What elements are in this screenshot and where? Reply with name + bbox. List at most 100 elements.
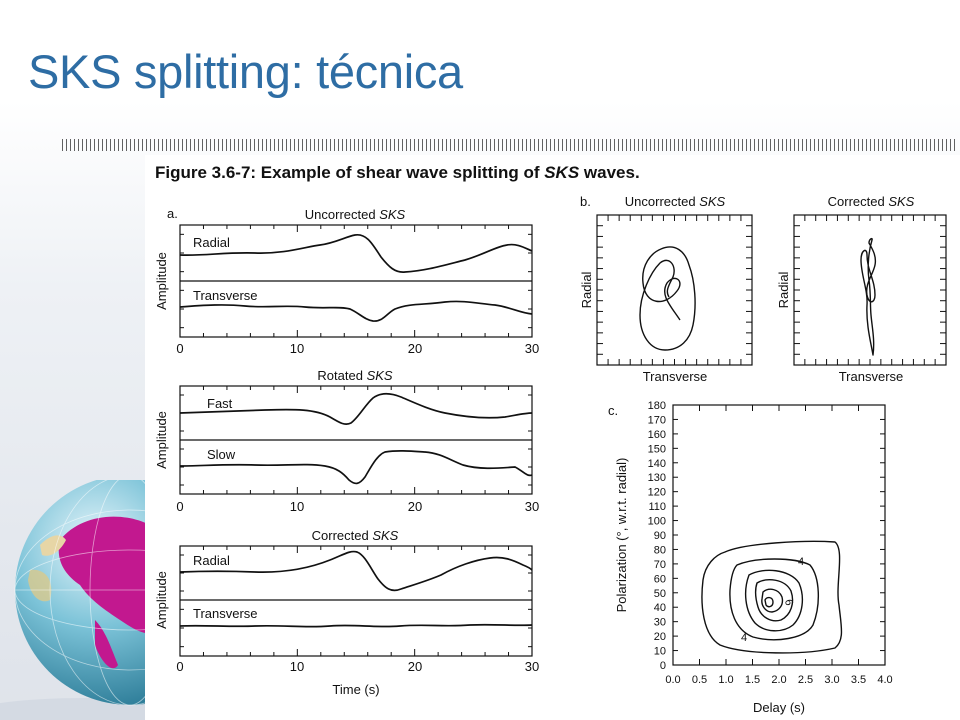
x-tick-label: 4.0 xyxy=(877,674,892,686)
time-axis-label: Time (s) xyxy=(332,682,379,697)
y-tick-label: 100 xyxy=(648,516,666,528)
globe-image xyxy=(0,480,170,720)
contour-label: 4 xyxy=(798,556,804,568)
amplitude-label-1: Amplitude xyxy=(154,252,169,310)
x-tick-label: 1.0 xyxy=(718,674,733,686)
y-tick-label: 120 xyxy=(648,487,666,499)
figure-panel: Figure 3.6-7: Example of shear wave spli… xyxy=(145,155,960,720)
x-tick-label: 1.5 xyxy=(745,674,760,686)
y-tick-label: 70 xyxy=(654,559,666,571)
x-tick-label: 30 xyxy=(525,341,539,356)
x-tick-label: 0.5 xyxy=(692,674,707,686)
slow-trace xyxy=(179,450,533,485)
x-tick-label: 3.0 xyxy=(824,674,839,686)
figure-caption-italic: SKS xyxy=(544,163,580,182)
uncorrected-plot xyxy=(179,224,533,338)
y-tick-label: 80 xyxy=(654,544,666,556)
particle-motion-uncorrected xyxy=(639,246,696,351)
panel-c-x-tick-labels: 0.0 0.5 1.0 1.5 2.0 2.5 3.0 3.5 4.0 xyxy=(665,674,892,686)
figure-caption-suffix: waves. xyxy=(579,163,640,182)
y-tick-label: 140 xyxy=(648,458,666,470)
y-tick-label: 160 xyxy=(648,429,666,441)
transverse-axis-label-b2: Transverse xyxy=(839,369,904,384)
amplitude-label-2: Amplitude xyxy=(154,411,169,469)
x-tick-label: 30 xyxy=(525,659,539,674)
x-tick-label: 3.5 xyxy=(851,674,866,686)
figure-caption: Figure 3.6-7: Example of shear wave spli… xyxy=(155,163,640,182)
corrected-title: Corrected SKS xyxy=(312,528,399,543)
radial-label-1: Radial xyxy=(193,235,230,250)
panel-b-label: b. xyxy=(580,194,591,209)
fast-trace xyxy=(179,392,533,426)
transverse-label-2: Transverse xyxy=(193,606,258,621)
x-tick-label: 10 xyxy=(290,659,304,674)
x-tick-label: 20 xyxy=(408,341,422,356)
y-tick-label: 60 xyxy=(654,573,666,585)
y-tick-label: 90 xyxy=(654,530,666,542)
x-tick-label: 0.0 xyxy=(665,674,680,686)
x-tick-label: 20 xyxy=(408,659,422,674)
panel-a-label: a. xyxy=(167,206,178,221)
figure-caption-prefix: Figure 3.6-7: Example of shear wave spli… xyxy=(155,163,544,182)
delay-axis-label: Delay (s) xyxy=(753,700,805,715)
rotated-plot xyxy=(179,385,533,495)
y-tick-label: 170 xyxy=(648,414,666,426)
amplitude-label-3: Amplitude xyxy=(154,571,169,629)
radial-axis-label-b1: Radial xyxy=(579,271,594,308)
transverse-label-1: Transverse xyxy=(193,288,258,303)
x-tick-label: 2.5 xyxy=(798,674,813,686)
panel-c-ticks xyxy=(672,404,886,666)
contour-label: 4 xyxy=(741,632,747,644)
panel-a-ticks xyxy=(179,225,533,656)
panel-c-label: c. xyxy=(608,403,618,418)
misfit-contours xyxy=(701,540,843,654)
delay-polarization-plot xyxy=(672,404,886,666)
x-tick-label: 0 xyxy=(176,659,183,674)
y-tick-label: 150 xyxy=(648,443,666,455)
x-tick-label: 10 xyxy=(290,499,304,514)
contour-5 xyxy=(761,588,784,613)
y-tick-label: 0 xyxy=(660,660,666,672)
uncorrected-title: Uncorrected SKS xyxy=(305,207,406,222)
y-tick-label: 50 xyxy=(654,588,666,600)
particle-motion-corrected-title: Corrected SKS xyxy=(828,194,915,209)
polarization-axis-label: Polarization (°, w.r.t. radial) xyxy=(614,458,629,613)
panel-c-y-tick-labels: 1801701601501401301201101009080706050403… xyxy=(648,400,666,672)
particle-motion-uncorrected-title: Uncorrected SKS xyxy=(625,194,726,209)
contour-3 xyxy=(744,569,804,632)
contour-4 xyxy=(754,579,794,622)
x-tick-label: 20 xyxy=(408,499,422,514)
transverse-trace-uncorrected xyxy=(179,300,533,322)
radial-trace-uncorrected xyxy=(179,234,533,273)
radial-trace-corrected xyxy=(179,550,533,592)
y-tick-label: 180 xyxy=(648,400,666,412)
contour-outer xyxy=(701,540,843,654)
x-tick-label: 0 xyxy=(176,499,183,514)
x-tick-label: 10 xyxy=(290,341,304,356)
y-tick-label: 20 xyxy=(654,631,666,643)
y-tick-label: 30 xyxy=(654,617,666,629)
y-tick-label: 40 xyxy=(654,602,666,614)
y-tick-label: 110 xyxy=(648,501,666,513)
panel-b-ticks xyxy=(597,215,946,365)
x-tick-label: 0 xyxy=(176,341,183,356)
slide-title: SKS splitting: técnica xyxy=(28,45,463,98)
radial-axis-label-b2: Radial xyxy=(776,271,791,308)
slow-label: Slow xyxy=(207,447,236,462)
particle-motion-corrected xyxy=(860,237,877,356)
y-tick-label: 10 xyxy=(654,646,666,658)
rotated-title: Rotated SKS xyxy=(317,368,392,383)
decorative-tick-strip xyxy=(62,139,958,151)
contour-6 xyxy=(764,596,774,608)
contour-2 xyxy=(729,558,820,641)
transverse-trace-corrected xyxy=(179,623,533,628)
contour-label: 6 xyxy=(782,598,795,606)
corrected-plot xyxy=(179,545,533,657)
transverse-axis-label-b1: Transverse xyxy=(643,369,708,384)
radial-label-2: Radial xyxy=(193,553,230,568)
x-tick-label: 2.0 xyxy=(771,674,786,686)
y-tick-label: 130 xyxy=(648,472,666,484)
fast-label: Fast xyxy=(207,396,233,411)
x-tick-label: 30 xyxy=(525,499,539,514)
figure-svg: Figure 3.6-7: Example of shear wave spli… xyxy=(154,163,947,715)
